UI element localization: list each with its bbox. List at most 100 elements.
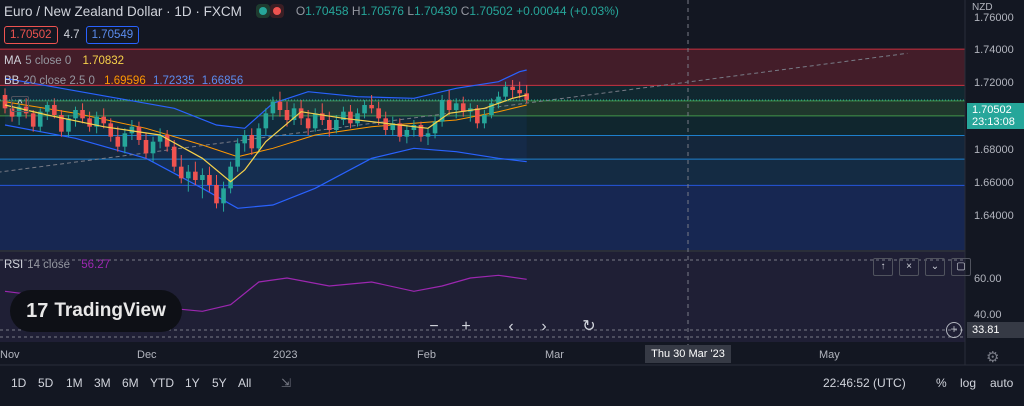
candle-body	[362, 105, 367, 114]
range-5d[interactable]: 5D	[38, 376, 54, 390]
candle-body	[383, 118, 388, 130]
price-tick: 1.72000	[974, 77, 1014, 89]
candle-body	[510, 86, 515, 90]
candle-body	[305, 118, 311, 129]
range-6m[interactable]: 6M	[122, 376, 139, 390]
sell-button[interactable]: 1.70502	[4, 26, 58, 44]
candle-body	[263, 113, 269, 129]
candle-body	[376, 108, 381, 119]
candle-body	[453, 103, 459, 110]
candle-body	[489, 103, 494, 115]
reset-chart-button[interactable]: ↻	[582, 318, 596, 335]
candle-body	[411, 125, 417, 130]
rsi-legend[interactable]: RSI 14 close 56.27	[4, 259, 110, 271]
candle-body	[52, 105, 57, 115]
candle-body	[122, 133, 128, 147]
tradingview-logo[interactable]: 17 TradingView	[10, 290, 182, 332]
candle-body	[242, 135, 247, 144]
pane-controls: ↑ × ⌄ ▢	[873, 258, 971, 276]
zoom-out-button[interactable]: −	[429, 318, 439, 335]
price-zone-band	[0, 159, 965, 186]
candle-body	[418, 125, 424, 137]
candle-body	[214, 185, 219, 204]
bb-lower-line	[4, 124, 527, 209]
symbol-title[interactable]: Euro / New Zealand Dollar · 1D · FXCM	[4, 3, 242, 19]
candle-body	[136, 126, 142, 140]
candle-body	[37, 111, 43, 127]
range-1m[interactable]: 1M	[66, 376, 83, 390]
price-zone-band	[0, 135, 965, 160]
candle-body	[186, 171, 191, 179]
candle-body	[30, 113, 36, 127]
candle-body	[80, 110, 85, 119]
time-crosshair-label: Thu 30 Mar '23	[645, 345, 731, 363]
range-3m[interactable]: 3M	[94, 376, 111, 390]
candle-body	[150, 141, 156, 154]
bb-upper-line	[4, 69, 527, 129]
bollinger-fill	[5, 70, 527, 209]
ma-line	[4, 94, 527, 183]
utc-clock[interactable]: 22:46:52 (UTC)	[823, 376, 906, 390]
log-toggle[interactable]: log	[960, 376, 977, 390]
candle-body	[129, 126, 135, 134]
rsi-tick: 40.00	[974, 309, 1002, 321]
date-range-icon[interactable]: ⇲	[281, 376, 292, 390]
candle-body	[221, 188, 226, 204]
percent-toggle[interactable]: %	[936, 376, 947, 390]
pane-up-icon[interactable]: ↑	[873, 258, 893, 276]
candle-body	[425, 133, 431, 137]
chart-header: Euro / New Zealand Dollar · 1D · FXCM O1…	[4, 2, 619, 20]
candle-body	[355, 113, 360, 124]
candle-body	[475, 108, 480, 124]
pane-collapse-icon[interactable]: ⌄	[925, 258, 945, 276]
time-tick: May	[819, 349, 840, 361]
candle-body	[207, 175, 212, 185]
candle-body	[404, 130, 410, 137]
candle-body	[66, 118, 71, 132]
range-5y[interactable]: 5Y	[212, 376, 227, 390]
candle-body	[517, 90, 522, 94]
pane-maximize-icon[interactable]: ▢	[951, 258, 971, 276]
market-status	[255, 4, 284, 18]
settings-gear-icon[interactable]: ⚙	[986, 349, 1000, 366]
price-zone-band	[0, 185, 965, 250]
candle-body	[397, 123, 403, 137]
buy-button[interactable]: 1.70549	[85, 26, 140, 44]
candle-body	[312, 113, 318, 129]
price-tick: 1.76000	[974, 12, 1014, 24]
rsi-crosshair-label: 33.81	[967, 322, 1024, 338]
candle-body	[2, 95, 8, 109]
candle-body	[164, 135, 170, 147]
scroll-right-button[interactable]: ›	[541, 318, 547, 335]
candle-body	[228, 166, 233, 189]
ohlc-values: O1.70458 H1.70576 L1.70430 C1.70502 +0.0…	[295, 4, 619, 18]
candle-body	[298, 108, 304, 119]
price-tick: 1.68000	[974, 144, 1014, 156]
pane-close-icon[interactable]: ×	[899, 258, 919, 276]
candle-body	[115, 136, 121, 147]
range-1d[interactable]: 1D	[11, 376, 27, 390]
candle-body	[249, 135, 255, 149]
time-tick: Feb	[417, 349, 436, 361]
time-tick: 2023	[273, 349, 298, 361]
candle-body	[270, 101, 276, 114]
bb-legend[interactable]: BB 20 close 2.5 0 1.69596 1.72335 1.66856	[4, 75, 244, 87]
range-1y[interactable]: 1Y	[185, 376, 200, 390]
auto-toggle[interactable]: auto	[990, 376, 1014, 390]
candle-body	[460, 103, 466, 112]
range-ytd[interactable]: YTD	[150, 376, 174, 390]
price-zone-band	[0, 115, 965, 136]
candle-body	[284, 110, 290, 120]
candle-body	[108, 123, 114, 137]
candle-body	[390, 123, 396, 130]
scroll-left-button[interactable]: ‹	[508, 318, 514, 335]
price-tick: 1.66000	[974, 177, 1014, 189]
range-all[interactable]: All	[238, 376, 252, 390]
collapse-legend-icon[interactable]: ^	[11, 96, 29, 112]
zoom-in-button[interactable]: +	[461, 318, 471, 335]
add-plus-icon[interactable]: +	[946, 322, 962, 338]
price-zone-band	[0, 85, 965, 101]
bb-basis-line	[4, 101, 527, 158]
ma-legend[interactable]: MA 5 close 0 1.70832	[4, 55, 125, 67]
